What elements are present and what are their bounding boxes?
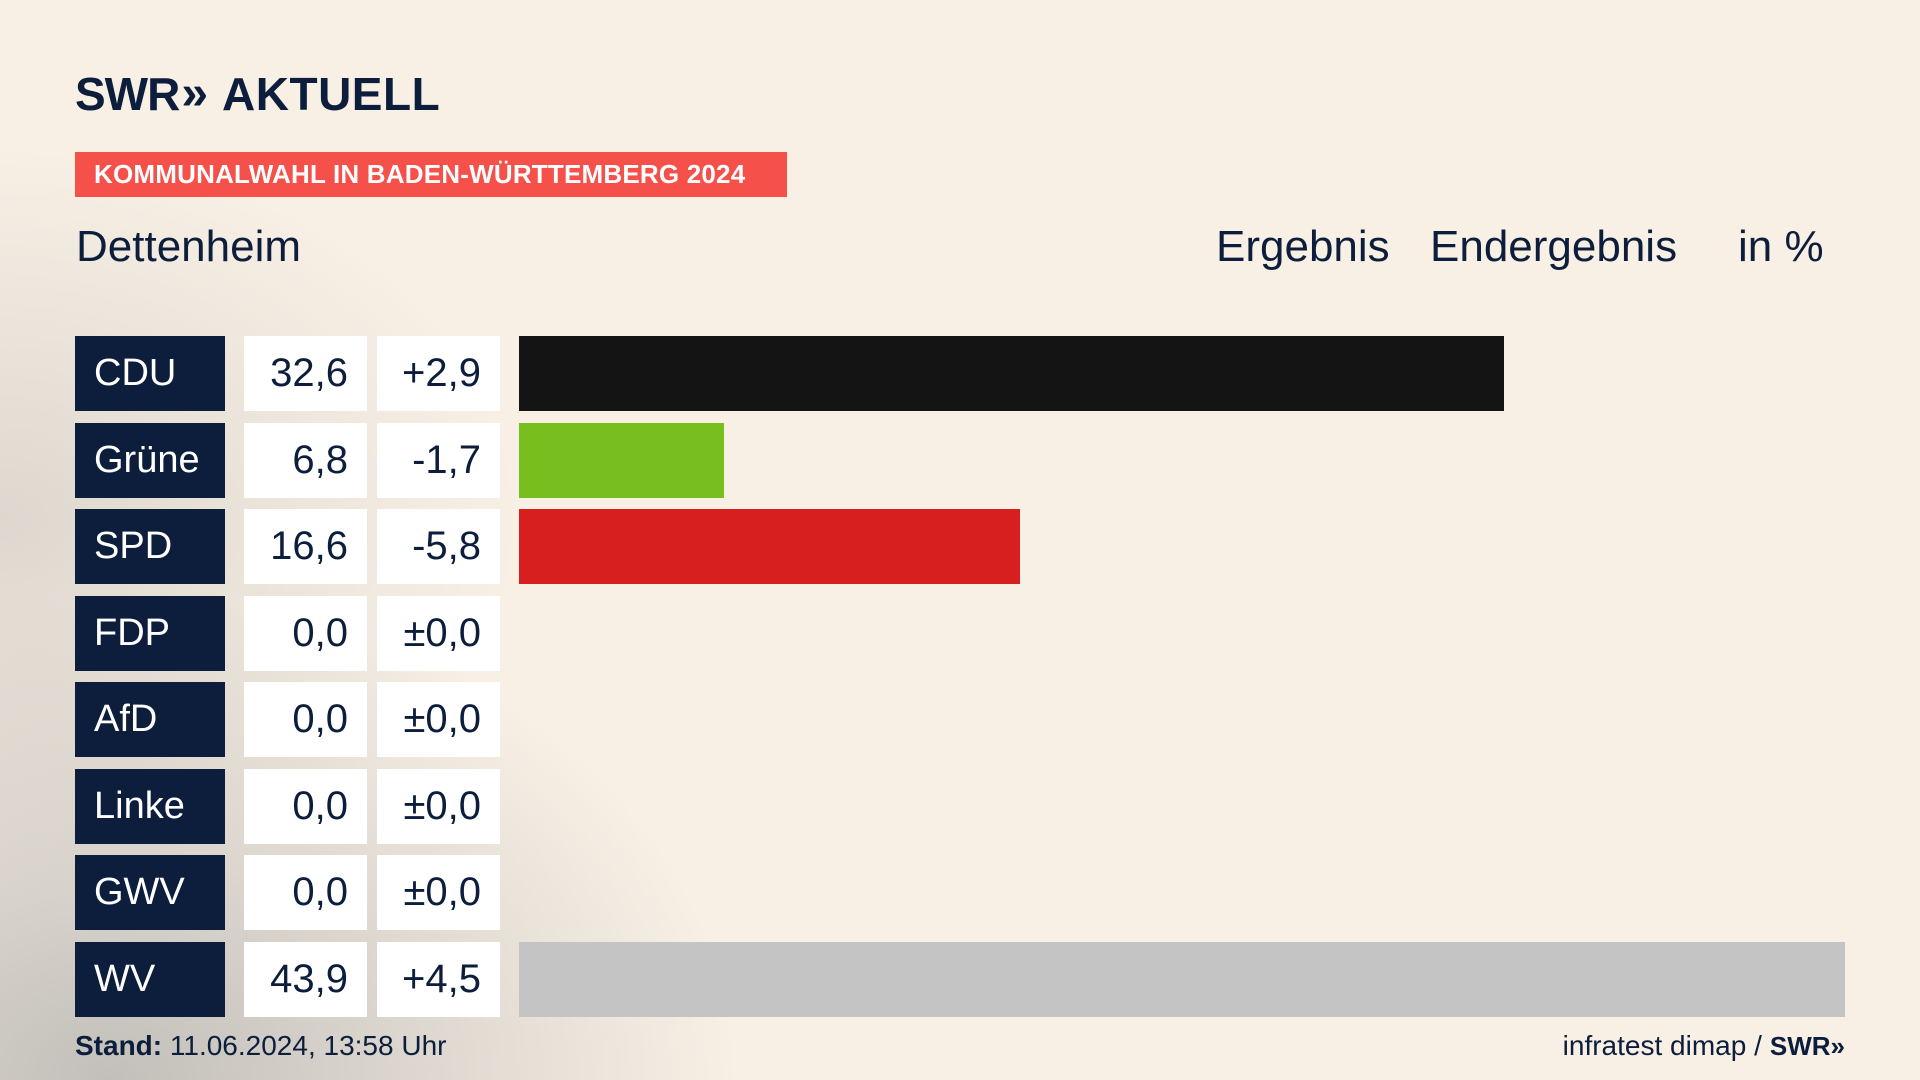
header-endergebnis: Endergebnis [1430, 222, 1678, 271]
source-credit: infratest dimap / SWR» [1563, 1030, 1845, 1062]
party-label: FDP [75, 595, 225, 671]
party-label: WV [75, 941, 225, 1017]
header-ergebnis: Ergebnis [1216, 222, 1390, 271]
result-change: ±0,0 [377, 768, 500, 844]
result-change: +4,5 [377, 941, 500, 1017]
aktuell-logo-text: AKTUELL [222, 67, 441, 120]
party-label: Linke [75, 768, 225, 844]
result-change: +2,9 [377, 336, 500, 411]
result-bar [519, 336, 1504, 411]
stand-label: Stand: [75, 1030, 163, 1061]
result-bar [519, 422, 725, 498]
party-label: Grüne [75, 422, 225, 498]
result-change: ±0,0 [377, 595, 500, 671]
result-value: 0,0 [244, 768, 367, 844]
party-label: SPD [75, 509, 225, 584]
swr-mini-text: SWR [1769, 1030, 1831, 1061]
swr-logo-text: SWR [75, 67, 180, 120]
place-title: Dettenheim [76, 222, 302, 271]
result-value: 6,8 [244, 422, 367, 498]
party-label: GWV [75, 855, 225, 930]
result-value: 32,6 [244, 336, 367, 411]
party-label: AfD [75, 682, 225, 757]
source-text: infratest dimap / [1562, 1030, 1762, 1061]
result-change: ±0,0 [377, 682, 500, 757]
result-value: 43,9 [244, 941, 367, 1017]
swr-aktuell-logo: SWR » AKTUELL [75, 66, 440, 121]
double-chevron-icon: » [1830, 1030, 1845, 1061]
election-banner: KOMMUNALWAHL IN BADEN-WÜRTTEMBERG 2024 [75, 152, 787, 197]
header-unit: in % [1738, 222, 1824, 271]
result-change: ±0,0 [377, 855, 500, 930]
result-value: 0,0 [244, 682, 367, 757]
result-value: 0,0 [244, 855, 367, 930]
party-label: CDU [75, 336, 225, 411]
result-value: 0,0 [244, 595, 367, 671]
stand-value: 11.06.2024, 13:58 Uhr [169, 1030, 447, 1061]
result-bar [519, 509, 1021, 584]
double-chevron-icon: » [181, 67, 208, 120]
swr-mini-logo: SWR» [1770, 1031, 1845, 1062]
result-change: -5,8 [377, 509, 500, 584]
timestamp: Stand: 11.06.2024, 13:58 Uhr [75, 1030, 446, 1062]
result-bar [519, 941, 1845, 1017]
result-change: -1,7 [377, 422, 500, 498]
result-value: 16,6 [244, 509, 367, 584]
